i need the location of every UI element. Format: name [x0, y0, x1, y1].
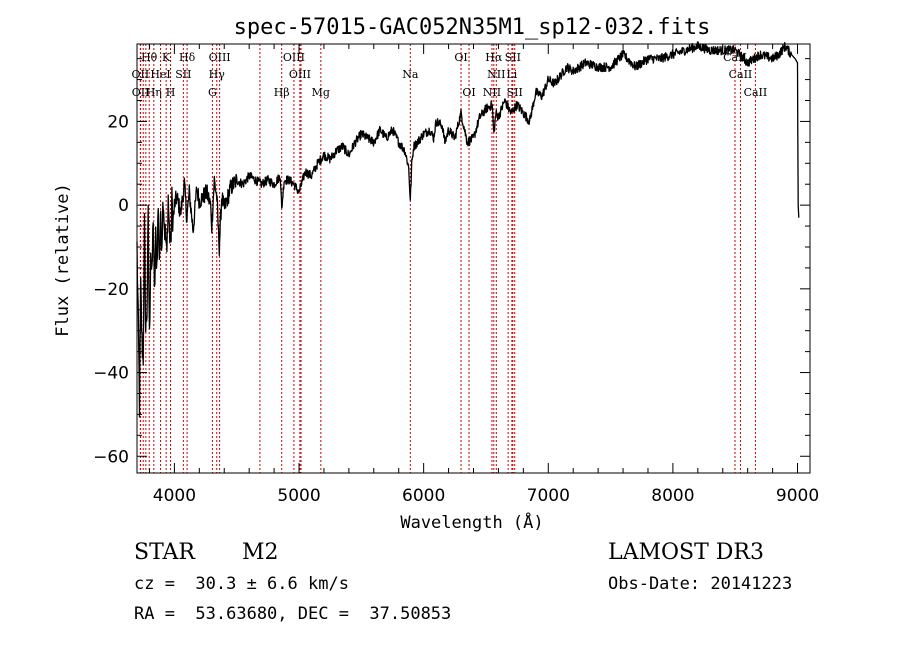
- spectral-line-label: K: [162, 51, 171, 64]
- spectral-line-label: Hγ: [209, 68, 226, 81]
- y-tick-label: −60: [93, 447, 129, 467]
- spectral-line-label: Hδ: [179, 51, 196, 64]
- x-tick-label: 7000: [527, 486, 570, 506]
- spectrum-chart: spec-57015-GAC052N35M1_sp12-032.fits Hθ K…: [53, 15, 819, 533]
- object-subclass: M2: [242, 540, 279, 565]
- spectral-line-label: OII: [132, 86, 150, 99]
- axis-ticks: 4000 5000 6000 7000 8000 9000 −60 −40 −20 0 20: [93, 44, 819, 506]
- spectral-line-label: OIII: [289, 68, 311, 81]
- y-axis-label: Flux (relative): [53, 183, 73, 337]
- plot-frame: [136, 43, 811, 474]
- x-tick-label: 4000: [153, 486, 196, 506]
- spectral-line-label: Hη: [146, 86, 162, 99]
- coordinates-readout: RA = 53.63680, DEC = 37.50853: [134, 604, 452, 624]
- spectral-line-label: OIII: [209, 51, 231, 64]
- spectral-line-label: SII: [507, 86, 523, 99]
- y-tick-label: 0: [118, 196, 129, 216]
- spectral-line-label: OIII: [283, 51, 305, 64]
- y-tick-label: −40: [93, 364, 129, 384]
- y-tick-label: −20: [93, 280, 129, 300]
- spectral-line-label: CaII: [729, 68, 753, 81]
- spectral-line-label: Na: [402, 68, 419, 81]
- spectral-line-label: Mg: [312, 86, 330, 99]
- spectral-line-label: G: [208, 86, 217, 99]
- spectral-line-label: Hθ: [141, 51, 158, 64]
- x-tick-label: 6000: [402, 486, 445, 506]
- object-class: STAR: [134, 540, 195, 565]
- x-tick-label: 9000: [776, 486, 819, 506]
- spectral-line-label: NII: [483, 86, 501, 99]
- spectral-line-label: Hα: [485, 51, 503, 64]
- x-tick-label: 8000: [651, 486, 694, 506]
- spectral-line-label: OI: [462, 86, 475, 99]
- spectral-line-label: OI: [454, 51, 467, 64]
- spectrum-line: [136, 41, 800, 418]
- chart-title: spec-57015-GAC052N35M1_sp12-032.fits: [234, 15, 711, 40]
- x-tick-label: 5000: [277, 486, 320, 506]
- redshift-readout: cz = 30.3 ± 6.6 km/s: [134, 574, 349, 594]
- spectral-line-label: H: [166, 86, 176, 99]
- x-axis-label: Wavelength (Å): [400, 511, 543, 533]
- spectral-line-label: SII: [175, 68, 191, 81]
- spectral-line-label: Li: [506, 68, 517, 81]
- observation-date: Obs-Date: 20141223: [608, 574, 793, 594]
- spectral-line-label: NII: [487, 68, 505, 81]
- spectral-line-label: CaII: [744, 86, 768, 99]
- spectral-line-label: HeI: [150, 68, 170, 81]
- plot-axes: [136, 43, 811, 474]
- survey-name: LAMOST DR3: [608, 540, 764, 565]
- spectral-line-label: OII: [132, 68, 150, 81]
- y-tick-label: 20: [107, 112, 129, 132]
- spectral-line-label: Hβ: [274, 86, 290, 99]
- spectral-line-label: SII: [505, 51, 521, 64]
- line-markers: [139, 44, 756, 473]
